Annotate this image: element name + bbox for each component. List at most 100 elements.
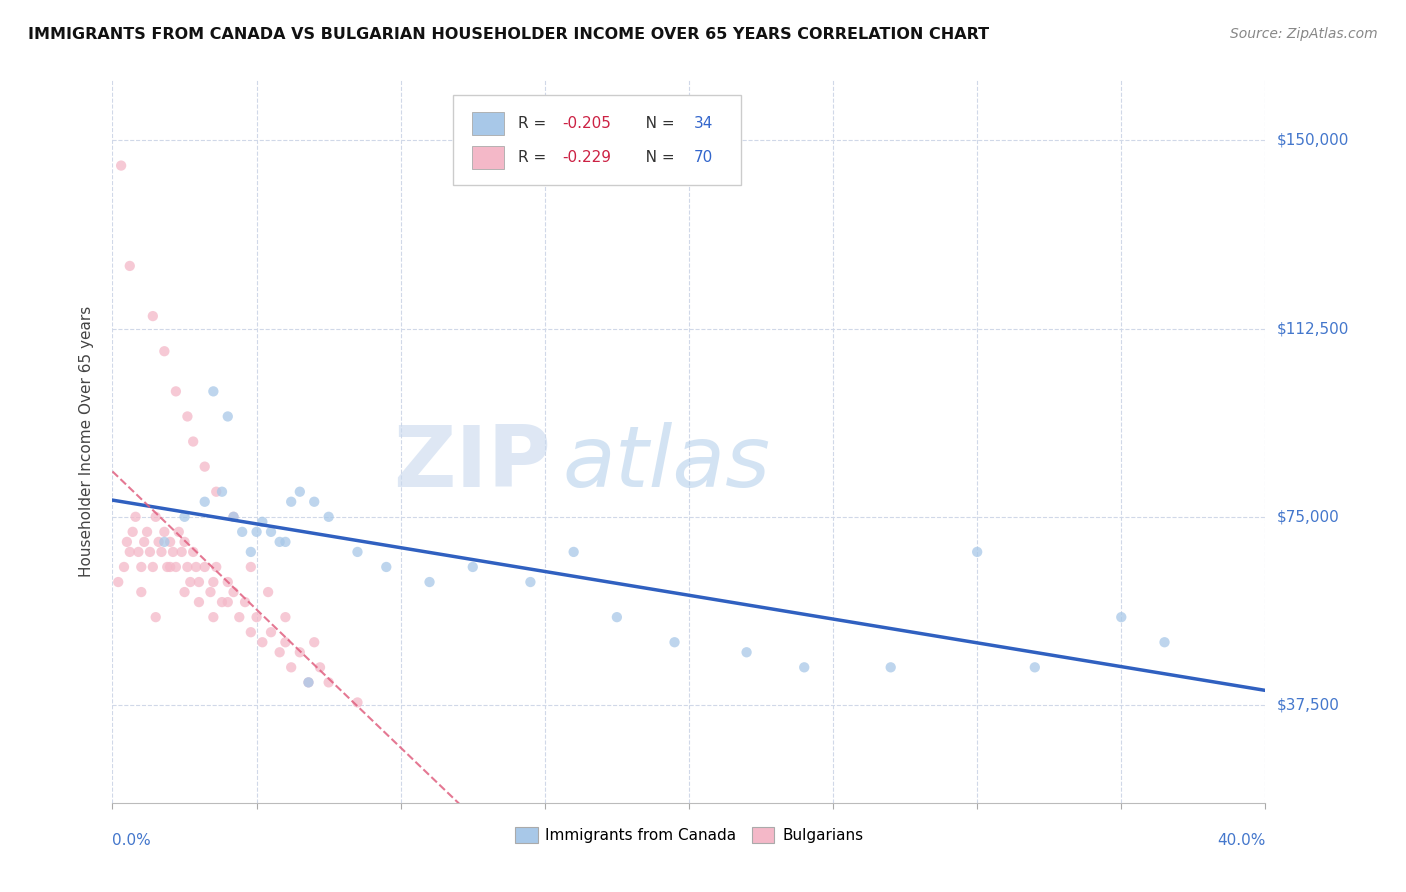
Text: 70: 70 xyxy=(693,150,713,165)
Point xyxy=(165,560,187,574)
Point xyxy=(880,660,903,674)
Text: -0.229: -0.229 xyxy=(562,150,612,165)
FancyBboxPatch shape xyxy=(453,95,741,185)
Point xyxy=(297,675,319,690)
Text: $37,500: $37,500 xyxy=(1277,698,1340,713)
Text: ZIP: ZIP xyxy=(392,422,551,505)
Point xyxy=(606,610,628,624)
Point xyxy=(110,159,132,173)
Text: R =: R = xyxy=(519,150,551,165)
Point xyxy=(233,595,256,609)
Point xyxy=(211,595,233,609)
Point xyxy=(346,696,368,710)
Point xyxy=(202,574,225,589)
Point xyxy=(304,494,326,508)
Point xyxy=(664,635,686,649)
Point xyxy=(288,645,311,659)
Text: N =: N = xyxy=(631,116,679,131)
Point xyxy=(107,574,129,589)
Point xyxy=(118,259,141,273)
Point xyxy=(181,545,204,559)
Point xyxy=(211,484,233,499)
Point xyxy=(124,509,146,524)
Point xyxy=(148,534,170,549)
Point xyxy=(309,660,332,674)
Point xyxy=(184,560,207,574)
Point xyxy=(139,545,162,559)
Point xyxy=(142,309,165,323)
Point xyxy=(167,524,190,539)
Point xyxy=(202,610,225,624)
Point xyxy=(170,545,193,559)
Point xyxy=(260,524,283,539)
Point xyxy=(173,509,195,524)
Point xyxy=(121,524,143,539)
Text: Source: ZipAtlas.com: Source: ZipAtlas.com xyxy=(1230,27,1378,41)
Point xyxy=(222,509,245,524)
Point xyxy=(173,534,195,549)
Point xyxy=(217,409,239,424)
Text: N =: N = xyxy=(631,150,679,165)
Point xyxy=(519,574,541,589)
Point xyxy=(304,635,326,649)
Point xyxy=(202,384,225,399)
Point xyxy=(205,560,228,574)
Point xyxy=(260,625,283,640)
Text: -0.205: -0.205 xyxy=(562,116,612,131)
Point xyxy=(194,494,217,508)
Text: $112,500: $112,500 xyxy=(1277,321,1348,336)
Point xyxy=(162,545,184,559)
Point xyxy=(142,560,165,574)
Point xyxy=(194,560,217,574)
Point xyxy=(200,585,222,599)
Point xyxy=(274,534,297,549)
Point xyxy=(134,534,156,549)
Point xyxy=(252,515,274,529)
Point xyxy=(176,560,198,574)
Point xyxy=(346,545,368,559)
Point xyxy=(793,660,815,674)
Point xyxy=(156,560,179,574)
Text: R =: R = xyxy=(519,116,551,131)
Point xyxy=(231,524,253,539)
Point xyxy=(318,675,340,690)
Point xyxy=(129,585,153,599)
Text: $150,000: $150,000 xyxy=(1277,133,1348,148)
Point xyxy=(966,545,988,559)
Point xyxy=(274,635,297,649)
Point xyxy=(179,574,201,589)
Text: 0.0%: 0.0% xyxy=(112,833,152,848)
Point xyxy=(1024,660,1046,674)
Point xyxy=(153,524,176,539)
Point xyxy=(118,545,141,559)
Text: IMMIGRANTS FROM CANADA VS BULGARIAN HOUSEHOLDER INCOME OVER 65 YEARS CORRELATION: IMMIGRANTS FROM CANADA VS BULGARIAN HOUS… xyxy=(28,27,990,42)
Point xyxy=(735,645,758,659)
Point xyxy=(269,534,291,549)
Text: 40.0%: 40.0% xyxy=(1218,833,1265,848)
Point xyxy=(297,675,319,690)
Point xyxy=(239,560,262,574)
Point xyxy=(257,585,280,599)
Point xyxy=(159,560,181,574)
Point xyxy=(239,545,262,559)
Point xyxy=(129,560,153,574)
Point xyxy=(1111,610,1133,624)
Point xyxy=(153,344,176,359)
Point xyxy=(239,625,262,640)
Point xyxy=(165,384,187,399)
Point xyxy=(375,560,398,574)
Y-axis label: Householder Income Over 65 years: Householder Income Over 65 years xyxy=(79,306,94,577)
FancyBboxPatch shape xyxy=(472,112,505,136)
Point xyxy=(173,585,195,599)
Point xyxy=(136,524,159,539)
Point xyxy=(274,610,297,624)
Point xyxy=(280,660,302,674)
Point xyxy=(112,560,135,574)
Point xyxy=(461,560,484,574)
Point xyxy=(181,434,204,449)
Point xyxy=(288,484,311,499)
Text: $75,000: $75,000 xyxy=(1277,509,1340,524)
Point xyxy=(115,534,138,549)
Point xyxy=(1153,635,1175,649)
Point xyxy=(150,545,173,559)
